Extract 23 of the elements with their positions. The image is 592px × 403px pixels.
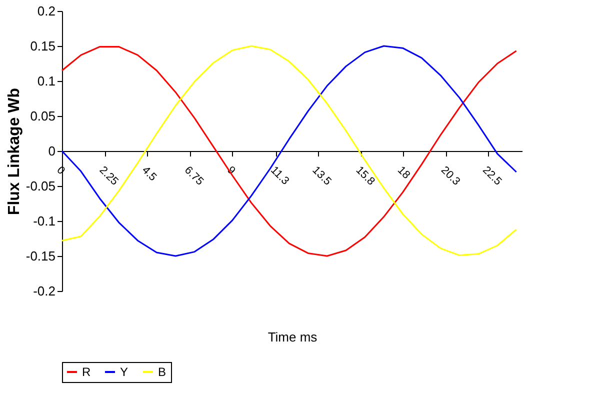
y-tick-label: 0.2 <box>37 4 56 18</box>
y-tick-label: -0.2 <box>33 284 56 298</box>
legend-label: R <box>82 365 91 379</box>
x-axis-title: Time ms <box>268 330 318 344</box>
y-tick-label: 0.05 <box>30 108 56 124</box>
x-tick-label: 15.8 <box>353 164 377 188</box>
x-tick-label: 20.3 <box>438 164 462 188</box>
x-tick-label: 6.75 <box>182 164 206 188</box>
x-tick-label: 4.5 <box>139 164 159 184</box>
y-axis-title: Flux Linkage Wb <box>6 88 23 216</box>
x-tick-label: 18 <box>395 164 412 182</box>
x-tick-label: 13.5 <box>310 164 334 188</box>
legend-label: Y <box>120 365 128 379</box>
y-tick-label: 0 <box>48 144 56 158</box>
legend-label: B <box>158 365 166 379</box>
y-tick-label: -0.05 <box>26 178 56 194</box>
x-tick-label: 11.3 <box>268 164 292 188</box>
y-tick-label: 0.15 <box>30 38 56 54</box>
y-tick-label: -0.15 <box>26 248 56 264</box>
x-tick-label: 2.25 <box>96 164 120 188</box>
y-tick-label: 0.1 <box>37 74 56 88</box>
y-tick-label: -0.1 <box>33 214 56 228</box>
x-tick-label: 22.5 <box>480 164 504 188</box>
